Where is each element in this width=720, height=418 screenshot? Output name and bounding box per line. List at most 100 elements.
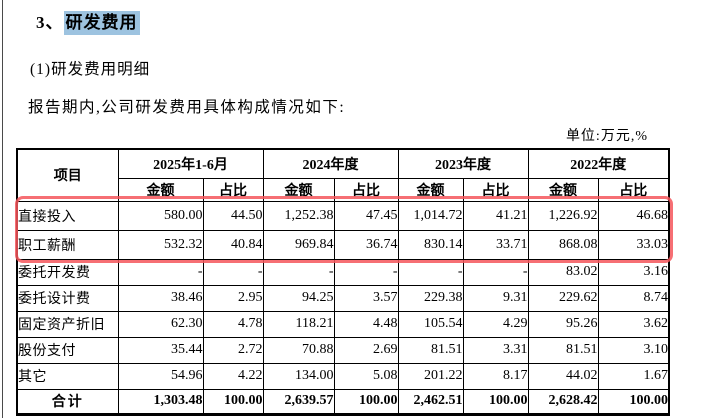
total-value-cell: 100.00 <box>202 388 264 415</box>
table-row: 委托开发费 - - - - - -83.02 3.16 <box>16 258 670 286</box>
intro-paragraph: 报告期内,公司研发费用具体构成情况如下: <box>28 99 346 116</box>
row-name-cell: 职工薪酬 <box>16 229 119 260</box>
value-cell: 1,226.92 <box>527 200 599 231</box>
value-cell: 201.22 <box>397 362 464 390</box>
value-cell: 62.30 <box>117 310 204 338</box>
value-cell: 54.96 <box>117 362 204 390</box>
value-cell: 118.21 <box>262 310 335 338</box>
value-cell: 81.51 <box>397 336 464 364</box>
total-value-cell: 2,462.51 <box>397 388 464 415</box>
value-cell: 830.14 <box>397 229 464 260</box>
total-value-cell: 100.00 <box>462 388 529 415</box>
total-value-cell: 100.00 <box>333 388 399 415</box>
value-cell: - <box>462 258 529 286</box>
rd-expense-table: 项目 2025年1-6月 2024年度 2023年度 2022年度 金额 占比 金额 占比 金额占… <box>16 148 671 416</box>
subsection-title: (1)研发费用明细 <box>30 61 151 78</box>
value-cell: - <box>333 258 399 286</box>
ratio-header-cell: 占比 <box>462 177 529 202</box>
table-row: 固定资产折旧 62.30 4.78 118.21 4.48 105.54 4.29 95.26… <box>16 310 670 338</box>
value-cell: 1,014.72 <box>397 200 464 231</box>
rd-table-body: 直接投入 580.00 44.50 1,252.38 47.45 1,014.72 41.2… <box>16 200 670 390</box>
value-cell: 580.00 <box>117 200 204 231</box>
table-row: 直接投入 580.00 44.50 1,252.38 47.45 1,014.72 41.2… <box>16 200 670 231</box>
value-cell: 8.74 <box>597 284 670 312</box>
row-name-cell: 固定资产折旧 <box>16 310 119 338</box>
table-row: 其它 54.96 4.22 134.00 5.08 201.22 8.17 44.02 1.67 <box>16 362 670 390</box>
value-cell: 4.22 <box>202 362 264 390</box>
value-cell: - <box>117 258 204 286</box>
value-cell: 3.62 <box>597 310 670 338</box>
page-border-line <box>2 0 3 418</box>
total-value-cell: 1,303.48 <box>117 388 204 415</box>
unit-note: 单位:万元,% <box>565 129 648 144</box>
value-cell: 47.45 <box>333 200 399 231</box>
value-cell: 36.74 <box>333 229 399 260</box>
value-cell: 3.31 <box>462 336 529 364</box>
ratio-header-cell: 占比 <box>202 177 264 202</box>
value-cell: 4.78 <box>202 310 264 338</box>
value-cell: 5.08 <box>333 362 399 390</box>
ratio-header-cell: 占比 <box>333 177 399 202</box>
section-number: 3、 <box>36 13 64 32</box>
value-cell: 94.25 <box>262 284 335 312</box>
value-cell: 2.95 <box>202 284 264 312</box>
value-cell: 134.00 <box>262 362 335 390</box>
value-cell: 9.31 <box>462 284 529 312</box>
value-cell: 868.08 <box>527 229 599 260</box>
total-value-cell: 2,639.57 <box>262 388 335 415</box>
row-name-cell: 委托设计费 <box>16 284 119 312</box>
amount-header-cell: 金额 <box>262 177 335 202</box>
table-row: 职工薪酬 532.32 40.84 969.84 36.74 830.14 33.71 868… <box>16 229 670 260</box>
value-cell: 229.38 <box>397 284 464 312</box>
value-cell: - <box>262 258 335 286</box>
value-cell: 2.69 <box>333 336 399 364</box>
value-cell: - <box>397 258 464 286</box>
value-cell: 83.02 <box>527 258 599 286</box>
row-name-cell: 直接投入 <box>16 200 119 231</box>
section-title: 3、 研发费用 <box>36 8 140 35</box>
value-cell: 81.51 <box>527 336 599 364</box>
table-row: 股份支付 35.44 2.72 70.88 2.69 81.51 3.31 81.51 3.10 <box>16 336 670 364</box>
period-header-cell: 2025年1-6月 <box>117 148 264 179</box>
amount-header-cell: 金额 <box>397 177 464 202</box>
total-value-cell: 2,628.42 <box>527 388 599 415</box>
value-cell: 38.46 <box>117 284 204 312</box>
table-row: 委托设计费 38.46 2.95 94.25 3.57 229.38 9.31 229.62 8… <box>16 284 670 312</box>
rd-table-head: 项目 2025年1-6月 2024年度 2023年度 2022年度 金额 占比 金额 占比 金额占… <box>16 148 670 202</box>
value-cell: 40.84 <box>202 229 264 260</box>
value-cell: 1.67 <box>597 362 670 390</box>
period-header-cell: 2023年度 <box>397 148 529 179</box>
value-cell: 229.62 <box>527 284 599 312</box>
value-cell: 46.68 <box>597 200 670 231</box>
value-cell: 70.88 <box>262 336 335 364</box>
value-cell: 532.32 <box>117 229 204 260</box>
section-title-highlighted-text: 研发费用 <box>63 11 140 35</box>
value-cell: 105.54 <box>397 310 464 338</box>
value-cell: 33.03 <box>597 229 670 260</box>
row-name-cell: 委托开发费 <box>16 258 119 286</box>
value-cell: 44.50 <box>202 200 264 231</box>
row-name-cell: 股份支付 <box>16 336 119 364</box>
value-cell: 8.17 <box>462 362 529 390</box>
value-cell: 33.71 <box>462 229 529 260</box>
value-cell: 4.48 <box>333 310 399 338</box>
period-header-cell: 2022年度 <box>527 148 670 179</box>
item-header-cell: 项目 <box>16 148 119 202</box>
value-cell: 3.10 <box>597 336 670 364</box>
ratio-header-cell: 占比 <box>597 177 670 202</box>
value-cell: 95.26 <box>527 310 599 338</box>
value-cell: 35.44 <box>117 336 204 364</box>
total-value-cell: 100.00 <box>597 388 670 415</box>
value-cell: 969.84 <box>262 229 335 260</box>
value-cell: 44.02 <box>527 362 599 390</box>
value-cell: 2.72 <box>202 336 264 364</box>
amount-header-cell: 金额 <box>117 177 204 202</box>
period-header-cell: 2024年度 <box>262 148 399 179</box>
total-row: 合计 1,303.48 100.00 2,639.57 100.00 2,462.51 10… <box>16 388 670 415</box>
value-cell: 41.21 <box>462 200 529 231</box>
value-cell: 3.57 <box>333 284 399 312</box>
value-cell: 1,252.38 <box>262 200 335 231</box>
value-cell: 4.29 <box>462 310 529 338</box>
rd-table-foot: 合计 1,303.48 100.00 2,639.57 100.00 2,462.51 10… <box>16 388 670 415</box>
